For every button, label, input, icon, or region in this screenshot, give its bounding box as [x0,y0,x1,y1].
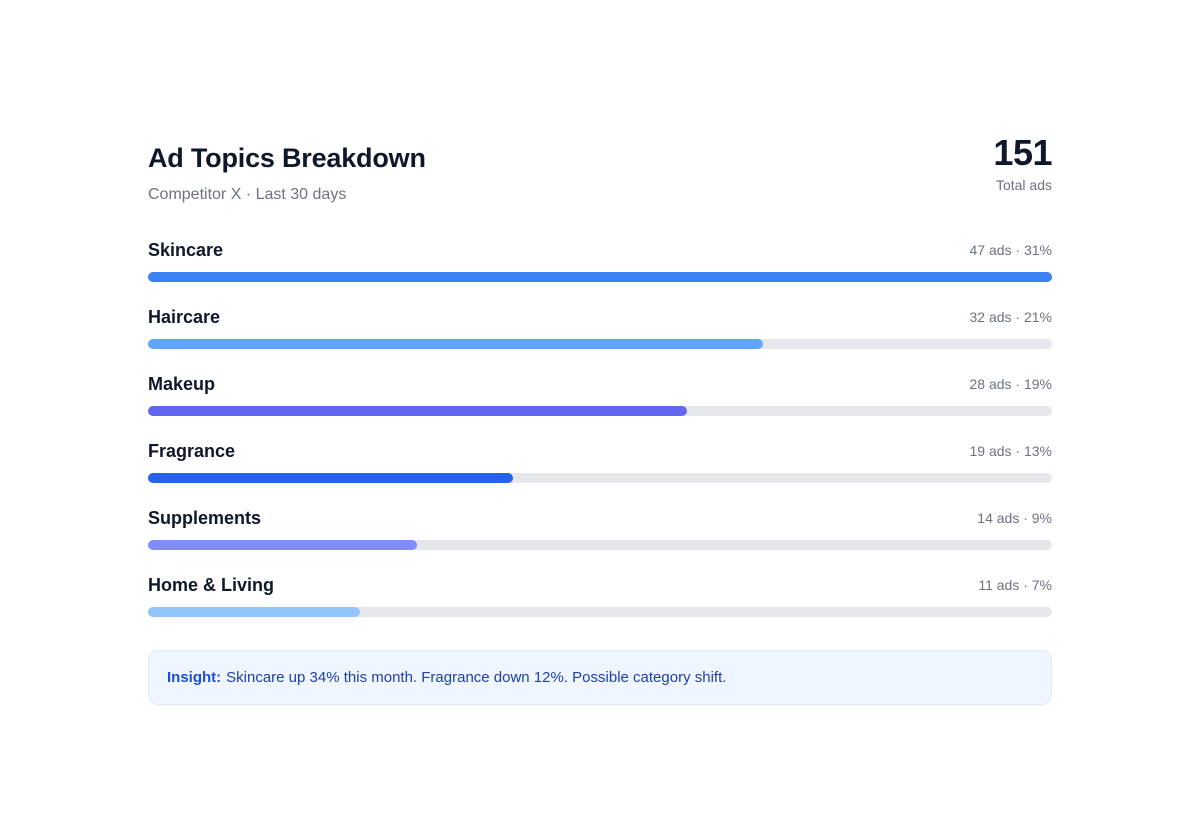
topic-label: Supplements [148,508,262,528]
topic-label: Skincare [148,240,224,260]
bar-fill [148,272,1052,282]
topic-row-header: Haircare 32 ads · 21% [148,305,1052,329]
page-subtitle: Competitor X · Last 30 days [148,186,347,203]
topic-row: Supplements 14 ads · 9% [148,506,1052,573]
topic-label: Home & Living [148,575,275,595]
bar-track [148,473,1052,483]
bar-track [148,272,1052,282]
title-block: Ad Topics Breakdown Competitor X · Last … [148,130,426,205]
insight-callout: Insight: Skincare up 34% this month. Fra… [148,650,1052,705]
topic-row-header: Fragrance 19 ads · 13% [148,439,1052,463]
topic-label: Fragrance [148,441,236,461]
bar-fill [148,540,417,550]
insight-label: Insight: [167,669,222,686]
topics-card: Ad Topics Breakdown Competitor X · Last … [148,130,1052,705]
bar-fill [148,406,687,416]
topic-row: Home & Living 11 ads · 7% [148,573,1052,640]
total-ads-value: 151 [993,132,1052,173]
topic-count-label: 47 ads · 31% [969,242,1053,258]
insight-text: Skincare up 34% this month. Fragrance do… [226,669,727,686]
topic-row: Skincare 47 ads · 31% [148,238,1052,305]
bar-fill [148,473,513,483]
topic-row: Haircare 32 ads · 21% [148,305,1052,372]
total-ads-label: Total ads [995,177,1052,193]
card-header: Ad Topics Breakdown Competitor X · Last … [148,130,1052,230]
topic-row-header: Supplements 14 ads · 9% [148,506,1052,530]
topic-row-header: Skincare 47 ads · 31% [148,238,1052,262]
topic-row-header: Home & Living 11 ads · 7% [148,573,1052,597]
bar-track [148,540,1052,550]
bar-track [148,607,1052,617]
topic-count-label: 14 ads · 9% [977,510,1052,526]
topic-count-label: 28 ads · 19% [969,376,1053,392]
topic-count-label: 11 ads · 7% [978,577,1052,593]
topic-label: Makeup [148,374,216,394]
topic-count-label: 19 ads · 13% [969,443,1053,459]
topic-row: Fragrance 19 ads · 13% [148,439,1052,506]
topic-count-label: 32 ads · 21% [969,309,1053,325]
total-block: 151 Total ads [993,130,1052,194]
bar-fill [148,339,763,349]
bar-fill [148,607,360,617]
bar-track [148,406,1052,416]
topic-row-header: Makeup 28 ads · 19% [148,372,1052,396]
topic-row: Makeup 28 ads · 19% [148,372,1052,439]
topic-label: Haircare [148,307,221,327]
bar-track [148,339,1052,349]
page-title: Ad Topics Breakdown [148,143,426,173]
topic-bar-list: Skincare 47 ads · 31% Haircare 32 ads · 21%… [148,238,1052,640]
